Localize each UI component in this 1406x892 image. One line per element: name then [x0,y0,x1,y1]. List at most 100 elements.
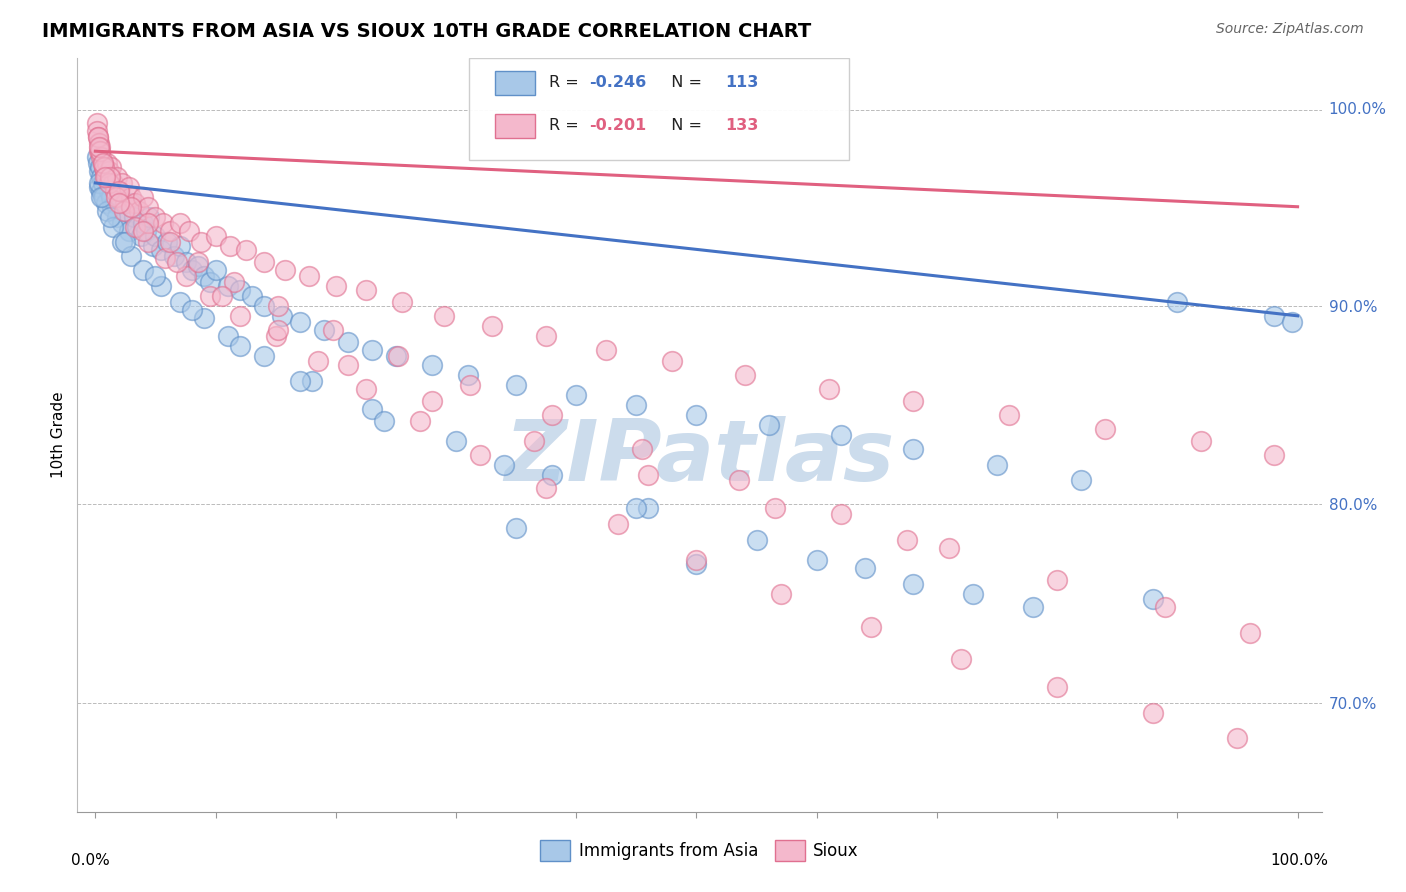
Point [114,203,136,218]
Point [1142,706,1164,720]
Point [87,145,110,159]
Text: R =: R = [548,75,583,90]
Point [87,176,110,190]
Point [86,124,108,138]
Point [685,553,707,567]
Point [806,553,828,567]
Point [94,164,117,178]
Point [89,145,111,159]
Point [1281,315,1303,329]
Point [111,235,134,250]
Text: N =: N = [661,119,707,133]
Point [104,195,127,210]
Point [103,180,125,194]
Point [145,269,167,284]
Point [105,169,128,184]
Point [433,309,456,323]
Point [150,244,173,258]
Point [830,507,852,521]
Point [901,576,924,591]
Point [104,190,127,204]
Point [91,156,114,170]
Point [91,176,114,190]
Point [108,195,131,210]
Point [661,354,683,368]
Point [1154,600,1177,615]
Point [111,216,134,230]
Point [685,408,707,422]
Text: 0.0%: 0.0% [72,853,110,868]
Point [853,560,876,574]
Point [457,368,479,383]
Point [96,195,118,210]
Point [354,283,377,297]
Point [541,467,564,482]
Point [87,130,110,145]
Point [162,249,184,263]
Point [103,176,125,190]
Point [727,474,749,488]
Point [90,184,112,198]
Point [87,136,110,151]
Point [180,302,202,317]
Point [288,374,311,388]
Point [264,328,287,343]
Point [219,239,242,253]
Point [1226,731,1249,746]
Point [179,223,201,237]
Point [98,169,121,184]
Point [267,323,290,337]
Point [145,210,167,224]
Point [1046,680,1069,694]
Point [336,334,359,349]
Point [118,180,141,194]
Point [108,184,131,198]
Point [235,244,257,258]
Text: IMMIGRANTS FROM ASIA VS SIOUX 10TH GRADE CORRELATION CHART: IMMIGRANTS FROM ASIA VS SIOUX 10TH GRADE… [42,22,811,41]
Point [322,323,344,337]
Point [198,289,221,303]
Point [901,442,924,456]
Point [270,309,292,323]
Point [986,458,1008,472]
Point [98,176,121,190]
Point [103,219,125,234]
Point [763,501,786,516]
Point [132,216,155,230]
Point [228,338,250,352]
Point [998,408,1021,422]
Point [204,263,226,277]
Point [127,219,149,234]
Point [595,343,617,357]
Point [114,195,136,210]
Text: 133: 133 [725,119,759,133]
Point [153,252,176,266]
Point [90,150,112,164]
Point [460,378,482,392]
Point [420,359,443,373]
Point [108,190,131,204]
Point [336,359,359,373]
Text: 113: 113 [725,75,759,90]
Point [534,328,557,343]
Point [198,275,221,289]
Point [190,235,212,250]
Point [152,216,174,230]
Point [901,394,924,409]
Point [93,160,115,174]
Point [1046,573,1069,587]
Point [962,586,984,600]
Point [98,169,121,184]
Point [96,169,118,184]
Point [111,176,134,190]
Point [89,140,111,154]
Point [145,229,167,244]
Text: Source: ZipAtlas.com: Source: ZipAtlas.com [1216,22,1364,37]
Point [830,428,852,442]
Point [136,216,159,230]
Point [505,378,527,392]
Point [187,255,209,269]
Point [468,448,491,462]
Point [142,239,165,253]
Point [120,190,142,204]
